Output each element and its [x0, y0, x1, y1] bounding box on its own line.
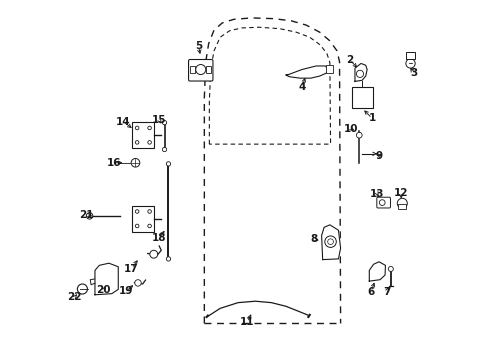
Text: 12: 12 [393, 188, 407, 198]
Circle shape [324, 236, 336, 247]
Text: 20: 20 [96, 285, 110, 296]
Text: 18: 18 [152, 233, 166, 243]
Text: 21: 21 [79, 210, 93, 220]
Bar [132, 122, 154, 148]
Polygon shape [285, 66, 328, 78]
Circle shape [135, 224, 139, 228]
Text: 9: 9 [375, 150, 382, 161]
Text: 1: 1 [368, 113, 375, 123]
Text: 2: 2 [345, 55, 352, 65]
Circle shape [405, 59, 414, 68]
Bar [190, 66, 195, 73]
Circle shape [147, 126, 151, 130]
Circle shape [166, 257, 170, 261]
Text: 16: 16 [106, 158, 121, 168]
Circle shape [135, 126, 139, 130]
Bar [206, 66, 211, 73]
Circle shape [147, 141, 151, 144]
Circle shape [356, 70, 363, 77]
Text: 14: 14 [116, 117, 130, 127]
Circle shape [77, 284, 87, 294]
Text: 3: 3 [409, 68, 417, 78]
Bar [397, 204, 405, 210]
Circle shape [356, 132, 362, 138]
Text: 17: 17 [124, 264, 139, 274]
Polygon shape [321, 225, 340, 260]
Text: 15: 15 [152, 115, 166, 125]
Circle shape [131, 158, 140, 167]
Circle shape [86, 213, 93, 219]
FancyBboxPatch shape [188, 59, 212, 81]
Bar [325, 65, 332, 73]
Circle shape [195, 64, 205, 75]
Text: 7: 7 [383, 287, 390, 297]
Circle shape [396, 198, 407, 208]
Circle shape [149, 250, 158, 258]
Text: 22: 22 [67, 292, 81, 302]
Polygon shape [95, 263, 118, 295]
Polygon shape [354, 63, 366, 81]
Circle shape [162, 121, 166, 125]
Circle shape [162, 147, 166, 152]
Circle shape [135, 141, 139, 144]
Circle shape [147, 210, 151, 213]
Circle shape [135, 210, 139, 213]
Text: 13: 13 [369, 189, 384, 199]
Bar [132, 206, 154, 231]
Text: 19: 19 [119, 286, 133, 296]
Text: 4: 4 [298, 82, 305, 93]
Circle shape [135, 280, 141, 286]
Text: 11: 11 [240, 318, 254, 327]
Circle shape [327, 239, 333, 244]
Text: 6: 6 [366, 287, 374, 297]
Circle shape [166, 162, 170, 166]
Text: 5: 5 [195, 41, 202, 51]
Text: 10: 10 [344, 124, 358, 134]
Bar [405, 52, 414, 59]
FancyBboxPatch shape [376, 197, 389, 208]
Polygon shape [368, 262, 385, 281]
Circle shape [147, 224, 151, 228]
Text: 8: 8 [309, 234, 317, 244]
Circle shape [387, 266, 392, 271]
Circle shape [379, 200, 384, 206]
Bar [351, 87, 372, 108]
